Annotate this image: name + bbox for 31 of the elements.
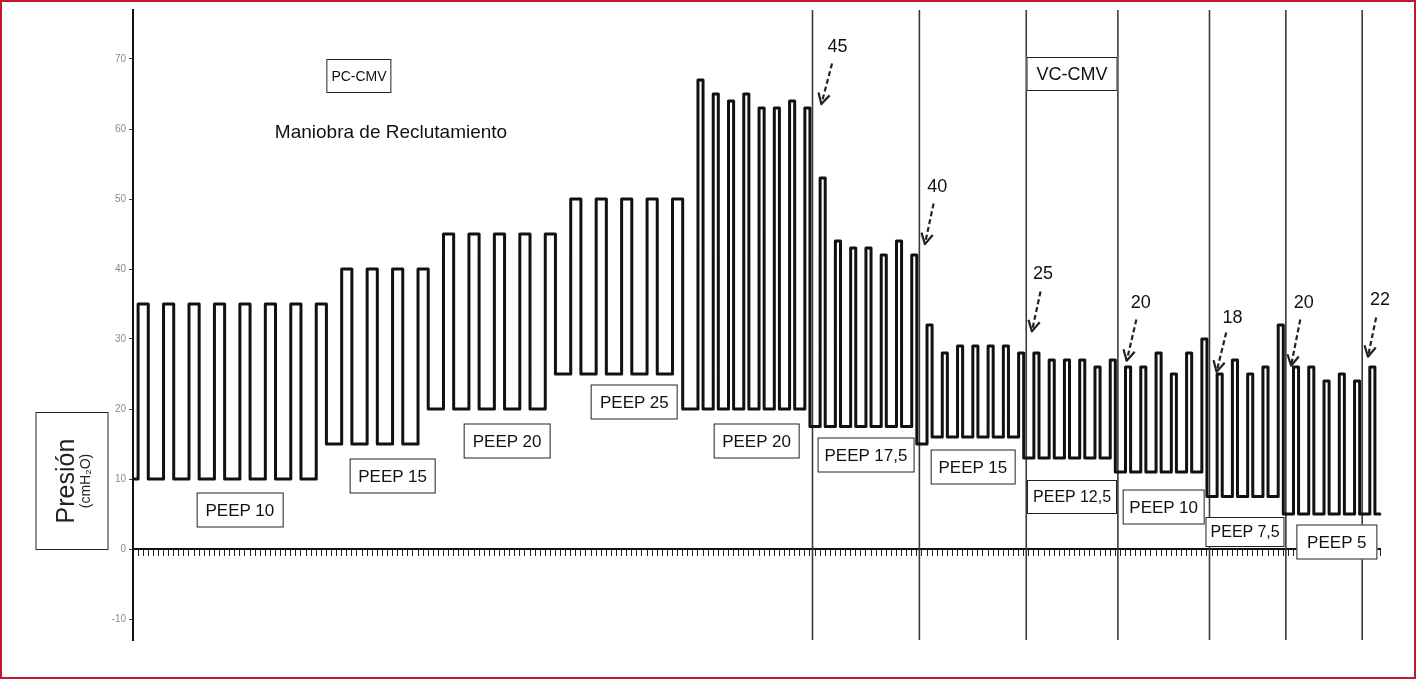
annotation: 40 bbox=[927, 175, 948, 196]
annotation: 20 bbox=[1130, 291, 1151, 312]
annotation: PEEP 20 bbox=[713, 423, 800, 459]
annotation: PEEP 20 bbox=[463, 423, 551, 459]
annotation: PC-CMV bbox=[326, 59, 392, 93]
y-tick-label: 20 bbox=[114, 402, 127, 414]
y-tick-label: 60 bbox=[114, 122, 127, 134]
annotation: PEEP 12,5 bbox=[1027, 479, 1118, 514]
y-axis-title: Presión (cmH₂O) bbox=[49, 438, 93, 524]
annotation: Maniobra de Reclutamiento bbox=[274, 120, 508, 142]
annotation: 18 bbox=[1222, 306, 1243, 327]
annotation: VC-CMV bbox=[1026, 57, 1118, 92]
annotation: PEEP 5 bbox=[1296, 524, 1378, 560]
annotation: PEEP 15 bbox=[930, 449, 1016, 485]
annotation: 20 bbox=[1293, 291, 1314, 312]
y-tick-label: 10 bbox=[114, 472, 127, 484]
annotation: 22 bbox=[1369, 289, 1391, 310]
y-tick-label: -10 bbox=[111, 612, 127, 624]
annotation: PEEP 7,5 bbox=[1205, 517, 1285, 548]
annotation: PEEP 10 bbox=[196, 492, 284, 528]
y-tick-label: 0 bbox=[120, 542, 127, 554]
y-tick-label: 30 bbox=[114, 332, 127, 344]
y-tick-label: 70 bbox=[114, 52, 127, 64]
annotation: PEEP 17,5 bbox=[817, 437, 915, 473]
annotation: 25 bbox=[1033, 263, 1054, 284]
y-tick-label: 50 bbox=[114, 192, 127, 204]
annotation: PEEP 15 bbox=[349, 458, 436, 494]
annotation: PEEP 25 bbox=[591, 384, 678, 420]
annotation: 45 bbox=[827, 35, 848, 56]
annotation: PEEP 10 bbox=[1122, 489, 1206, 525]
y-tick-label: 40 bbox=[114, 262, 127, 274]
